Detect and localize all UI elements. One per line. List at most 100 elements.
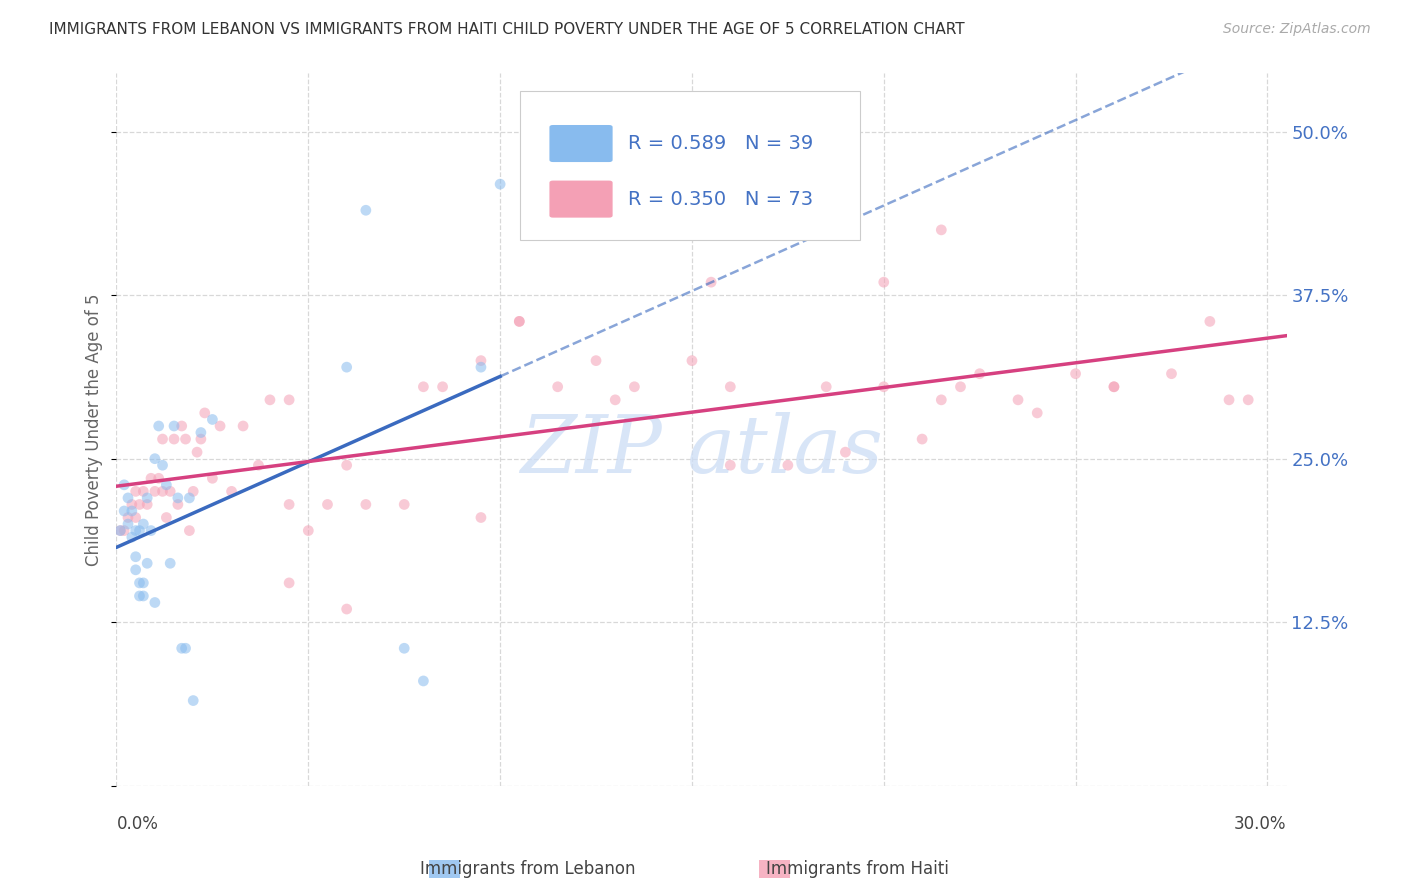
Point	[1160, 367, 1182, 381]
FancyBboxPatch shape	[550, 125, 613, 162]
Text: ZIP atlas: ZIP atlas	[520, 412, 883, 490]
Point	[718, 458, 741, 473]
Point	[834, 445, 856, 459]
Point	[181, 484, 204, 499]
Point	[278, 575, 301, 590]
Point	[148, 419, 170, 434]
Text: Immigrants from Haiti: Immigrants from Haiti	[766, 860, 949, 878]
Point	[336, 602, 359, 616]
Point	[700, 275, 723, 289]
Point	[1218, 392, 1240, 407]
Point	[873, 380, 896, 394]
Point	[170, 419, 193, 434]
Text: IMMIGRANTS FROM LEBANON VS IMMIGRANTS FROM HAITI CHILD POVERTY UNDER THE AGE OF : IMMIGRANTS FROM LEBANON VS IMMIGRANTS FR…	[49, 22, 965, 37]
Point	[128, 524, 150, 538]
Point	[489, 177, 512, 191]
Point	[1198, 314, 1220, 328]
Point	[181, 693, 204, 707]
Point	[316, 498, 339, 512]
Text: Source: ZipAtlas.com: Source: ZipAtlas.com	[1223, 22, 1371, 37]
Point	[112, 504, 135, 518]
Point	[201, 412, 224, 426]
Point	[911, 432, 934, 446]
Point	[412, 380, 434, 394]
Point	[110, 524, 132, 538]
Point	[128, 589, 150, 603]
Text: R = 0.589   N = 39: R = 0.589 N = 39	[628, 134, 813, 153]
Point	[124, 510, 146, 524]
Point	[136, 491, 159, 505]
Point	[155, 478, 177, 492]
Point	[605, 392, 627, 407]
Point	[259, 392, 281, 407]
Point	[232, 419, 254, 434]
Point	[1007, 392, 1029, 407]
Point	[209, 419, 232, 434]
Point	[949, 380, 972, 394]
Point	[148, 471, 170, 485]
Point	[163, 419, 186, 434]
FancyBboxPatch shape	[520, 91, 859, 241]
Point	[278, 498, 301, 512]
Point	[815, 380, 838, 394]
Y-axis label: Child Poverty Under the Age of 5: Child Poverty Under the Age of 5	[86, 293, 103, 566]
Text: R = 0.350   N = 73: R = 0.350 N = 73	[628, 190, 813, 209]
Point	[152, 484, 174, 499]
Text: 30.0%: 30.0%	[1234, 815, 1286, 833]
Point	[297, 524, 319, 538]
Point	[718, 380, 741, 394]
Point	[152, 432, 174, 446]
Point	[508, 314, 530, 328]
Point	[174, 432, 197, 446]
Point	[186, 445, 208, 459]
Point	[132, 484, 155, 499]
Point	[121, 504, 143, 518]
FancyBboxPatch shape	[550, 180, 613, 218]
Point	[247, 458, 270, 473]
Point	[470, 360, 492, 375]
Point	[121, 530, 143, 544]
Point	[969, 367, 991, 381]
Point	[117, 510, 139, 524]
Point	[412, 673, 434, 688]
Point	[623, 380, 645, 394]
Point	[167, 498, 190, 512]
Point	[124, 549, 146, 564]
Point	[143, 451, 166, 466]
Point	[163, 432, 186, 446]
Point	[170, 641, 193, 656]
Point	[159, 484, 181, 499]
Point	[194, 406, 217, 420]
Point	[1026, 406, 1049, 420]
Point	[190, 425, 212, 440]
Point	[128, 498, 150, 512]
Point	[354, 498, 377, 512]
Point	[336, 458, 359, 473]
Point	[392, 498, 415, 512]
Point	[139, 524, 162, 538]
Point	[547, 380, 569, 394]
Point	[470, 510, 492, 524]
Point	[117, 491, 139, 505]
Point	[124, 484, 146, 499]
Point	[179, 524, 201, 538]
Point	[1064, 367, 1087, 381]
Point	[112, 478, 135, 492]
Point	[143, 484, 166, 499]
Point	[1102, 380, 1125, 394]
Point	[110, 524, 132, 538]
Point	[132, 575, 155, 590]
Point	[190, 432, 212, 446]
Point	[124, 524, 146, 538]
Point	[132, 517, 155, 532]
Point	[174, 641, 197, 656]
Point	[159, 556, 181, 570]
Point	[470, 353, 492, 368]
Point	[124, 563, 146, 577]
Point	[139, 471, 162, 485]
Point	[117, 517, 139, 532]
Point	[508, 314, 530, 328]
Point	[179, 491, 201, 505]
Point	[112, 524, 135, 538]
Point	[585, 353, 607, 368]
